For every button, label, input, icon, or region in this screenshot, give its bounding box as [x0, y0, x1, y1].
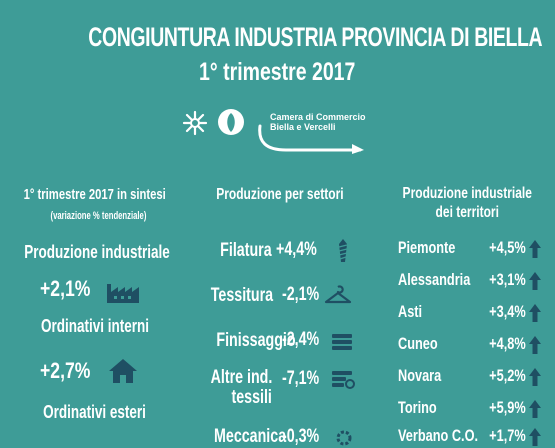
- summary-heading: 1° trimestre 2017 in sintesi: [23, 186, 167, 203]
- summary-value-production: +2,1%: [40, 276, 91, 301]
- territory-label: Piemonte: [398, 238, 456, 257]
- territory-label: Asti: [398, 302, 423, 321]
- sectors-heading: Produzione per settori: [216, 186, 344, 203]
- yarn-icon: [338, 239, 348, 262]
- territory-value: +3,4%: [489, 302, 526, 321]
- sector-value-meccanica: -0,3%: [282, 426, 320, 447]
- sector-value-finissaggio: -2,4%: [282, 329, 320, 350]
- territory-label: Novara: [398, 366, 442, 385]
- up-arrow-icon: [529, 428, 541, 446]
- summary-note: (variazione % tendenziale): [50, 210, 146, 222]
- summary-value-domestic-orders: +2,7%: [40, 358, 91, 383]
- territory-value: +5,2%: [489, 366, 526, 385]
- swoosh-icon: [258, 124, 364, 154]
- territory-label: Alessandria: [398, 270, 471, 289]
- up-arrow-icon: [529, 336, 541, 354]
- home-icon: [109, 359, 137, 383]
- hanger-icon: [324, 285, 352, 304]
- summary-label-production: Produzione industriale: [24, 242, 170, 262]
- page-subtitle: 1° trimestre 2017: [199, 58, 356, 86]
- sector-label-filatura: Filatura: [220, 240, 272, 261]
- territory-label: Torino: [398, 398, 437, 417]
- logo-group: Camera di Commercio Biella e Vercelli: [176, 104, 376, 156]
- up-arrow-icon: [529, 272, 541, 290]
- sector-label-altre: Altre ind. tessili: [210, 367, 273, 408]
- territory-value: +1,7%: [489, 426, 526, 445]
- territories-heading: Produzione industriale dei territori: [402, 185, 533, 221]
- chamber-logo-icon: [218, 109, 244, 135]
- up-arrow-icon: [529, 368, 541, 386]
- territory-value: +5,9%: [489, 398, 526, 417]
- territory-value: +4,5%: [489, 238, 526, 257]
- factory-icon: [107, 284, 139, 303]
- sector-value-tessitura: -2,1%: [282, 284, 320, 305]
- up-arrow-icon: [529, 304, 541, 322]
- summary-label-foreign-orders: Ordinativi esteri: [43, 402, 147, 422]
- chamber-logo-text: Camera di Commercio Biella e Vercelli: [270, 112, 366, 132]
- sector-label-meccanica: Meccanica: [214, 426, 287, 447]
- territory-value: +3,1%: [489, 270, 526, 289]
- textile-machine-icon: [332, 371, 355, 389]
- summary-label-domestic-orders: Ordinativi interni: [40, 316, 150, 336]
- flower-logo-icon: [182, 110, 208, 136]
- sector-label-tessitura: Tessitura: [210, 285, 274, 306]
- fabric-rolls-icon: [332, 334, 352, 350]
- gear-icon: [336, 430, 352, 446]
- territory-value: +4,8%: [489, 334, 526, 353]
- sector-value-filatura: +4,4%: [276, 239, 317, 260]
- page-title: CONGIUNTURA INDUSTRIA PROVINCIA DI BIELL…: [88, 22, 543, 52]
- sector-value-altre: -7,1%: [282, 368, 320, 389]
- sector-label-finissaggio: Finissaggio: [216, 330, 296, 351]
- up-arrow-icon: [529, 240, 541, 258]
- territory-label: Cuneo: [398, 334, 438, 353]
- up-arrow-icon: [529, 400, 541, 418]
- territory-label: Verbano C.O.: [398, 426, 479, 445]
